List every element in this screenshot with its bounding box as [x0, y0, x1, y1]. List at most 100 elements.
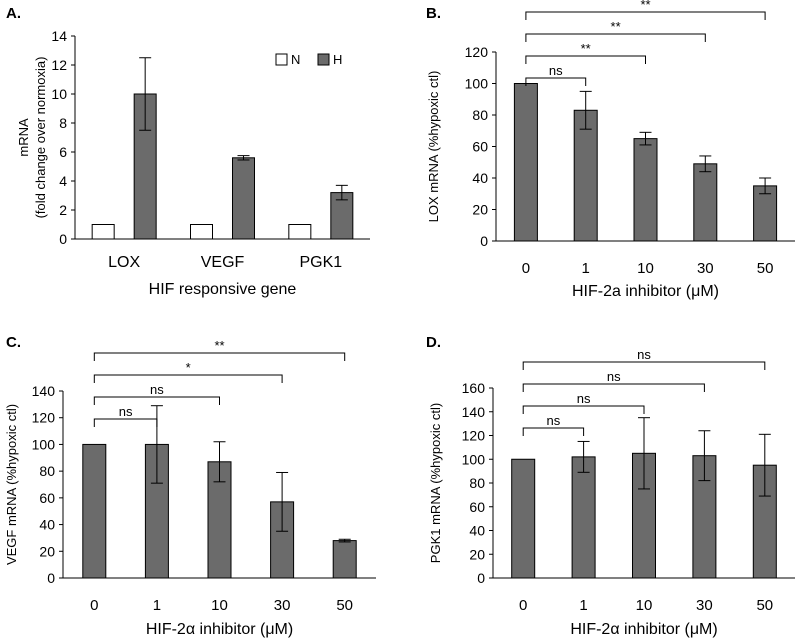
significance-bracket	[93, 418, 158, 427]
x-tick-label: 30	[696, 597, 713, 614]
significance-bracket	[93, 374, 283, 383]
panel-label: B.	[426, 5, 441, 22]
x-tick-label: 0	[90, 597, 98, 614]
y-tick-label: 2	[59, 202, 67, 218]
x-tick-label: LOX	[108, 254, 140, 271]
y-tick-label: 80	[472, 107, 488, 123]
y-tick-label: 80	[469, 475, 485, 491]
x-tick-label: 1	[153, 597, 161, 614]
y-tick-label: 60	[472, 139, 488, 155]
significance-label: ns	[150, 382, 164, 397]
x-axis-label: HIF-2α inhibitor (μM)	[146, 621, 293, 638]
x-tick-label: 50	[757, 260, 774, 277]
y-tick-label: 40	[39, 517, 55, 533]
y-tick-label: 20	[472, 202, 488, 218]
chart-a: A. 0 2 4 6 8 10 12 14 mRNA (fold change over normo…	[6, 5, 370, 298]
significance-bracket	[525, 77, 587, 86]
y-tick-label: 8	[59, 115, 67, 131]
bar	[232, 157, 255, 240]
y-tick-label: 140	[32, 383, 56, 399]
significance-bracket	[525, 55, 646, 64]
significance-bracket	[93, 352, 346, 361]
y-tick-label: 40	[469, 523, 485, 539]
panel-label: D.	[426, 334, 441, 351]
legend-swatch	[317, 53, 330, 66]
y-tick-label: 60	[39, 490, 55, 506]
y-tick-label: 14	[51, 28, 67, 44]
significance-label: *	[186, 360, 191, 375]
y-axis-label: PGK1 mRNA (%hypoxic ctl)	[428, 403, 443, 563]
y-tick-label: 10	[51, 86, 67, 102]
bar	[91, 224, 115, 240]
x-axis-label: HIF-2a inhibitor (μM)	[572, 283, 719, 300]
y-tick-label: 20	[469, 546, 485, 562]
y-tick-label: 20	[39, 543, 55, 559]
y-tick-label: 100	[462, 451, 486, 467]
bar	[571, 456, 596, 579]
significance-label: ns	[577, 391, 591, 406]
significance-label: ns	[549, 63, 563, 78]
y-axis-label: LOX mRNA (%hypoxic ctl)	[426, 71, 441, 223]
significance-bracket	[522, 383, 705, 392]
y-tick-label: 120	[32, 410, 56, 426]
x-tick-label: 0	[519, 597, 527, 614]
significance-label: ns	[637, 347, 651, 362]
panel-label: A.	[6, 5, 21, 22]
x-tick-label: 1	[582, 260, 590, 277]
y-tick-label: 140	[462, 404, 486, 420]
x-tick-label: PGK1	[299, 254, 342, 271]
x-tick-label: 10	[637, 260, 654, 277]
x-axis-label: HIF-2α inhibitor (μM)	[570, 621, 717, 638]
y-tick-label: 6	[59, 144, 67, 160]
y-axis-label: VEGF mRNA (%hypoxic ctl)	[4, 404, 19, 565]
significance-bracket	[525, 33, 706, 42]
bar	[288, 224, 312, 240]
bar	[573, 109, 598, 242]
y-tick-label: 0	[480, 233, 488, 249]
y-axis-label-sub: (fold change over normoxia)	[33, 57, 48, 219]
x-tick-label: VEGF	[201, 254, 245, 271]
y-tick-label: 12	[51, 57, 67, 73]
significance-bracket	[525, 11, 766, 20]
y-tick-label: 40	[472, 170, 488, 186]
significance-label: **	[581, 41, 591, 56]
x-tick-label: 50	[336, 597, 353, 614]
significance-label: **	[611, 19, 621, 34]
y-tick-label: 0	[59, 231, 67, 247]
bar	[693, 163, 718, 242]
y-tick-label: 60	[469, 499, 485, 515]
x-axis-label: HIF responsive gene	[149, 281, 297, 298]
y-axis-label: mRNA	[16, 118, 31, 157]
bar	[511, 458, 536, 579]
significance-label: ns	[119, 404, 133, 419]
significance-label: ns	[547, 413, 561, 428]
x-tick-label: 30	[274, 597, 291, 614]
legend-label: N	[291, 52, 300, 67]
chart-c: C. 0 20 40 60 80 100 120 140 VEGF mRNA (%hypoxic …	[4, 334, 376, 638]
x-tick-label: 30	[697, 260, 714, 277]
x-tick-label: 50	[756, 597, 773, 614]
bar	[82, 443, 107, 579]
y-tick-label: 80	[39, 463, 55, 479]
y-tick-label: 120	[462, 428, 486, 444]
significance-bracket	[522, 427, 585, 436]
legend-label: H	[333, 52, 342, 67]
y-tick-label: 100	[32, 436, 56, 452]
panel-label: C.	[6, 334, 21, 351]
x-tick-label: 0	[522, 260, 530, 277]
bar	[332, 540, 357, 579]
x-tick-label: 1	[579, 597, 587, 614]
y-tick-label: 0	[477, 570, 485, 586]
significance-bracket	[93, 396, 220, 405]
significance-label: **	[214, 338, 224, 353]
y-tick-label: 160	[462, 380, 486, 396]
bar	[633, 138, 658, 242]
bar	[513, 83, 538, 242]
x-tick-label: 10	[636, 597, 653, 614]
significance-bracket	[522, 361, 766, 370]
y-tick-label: 100	[465, 76, 489, 92]
y-tick-label: 0	[47, 570, 55, 586]
